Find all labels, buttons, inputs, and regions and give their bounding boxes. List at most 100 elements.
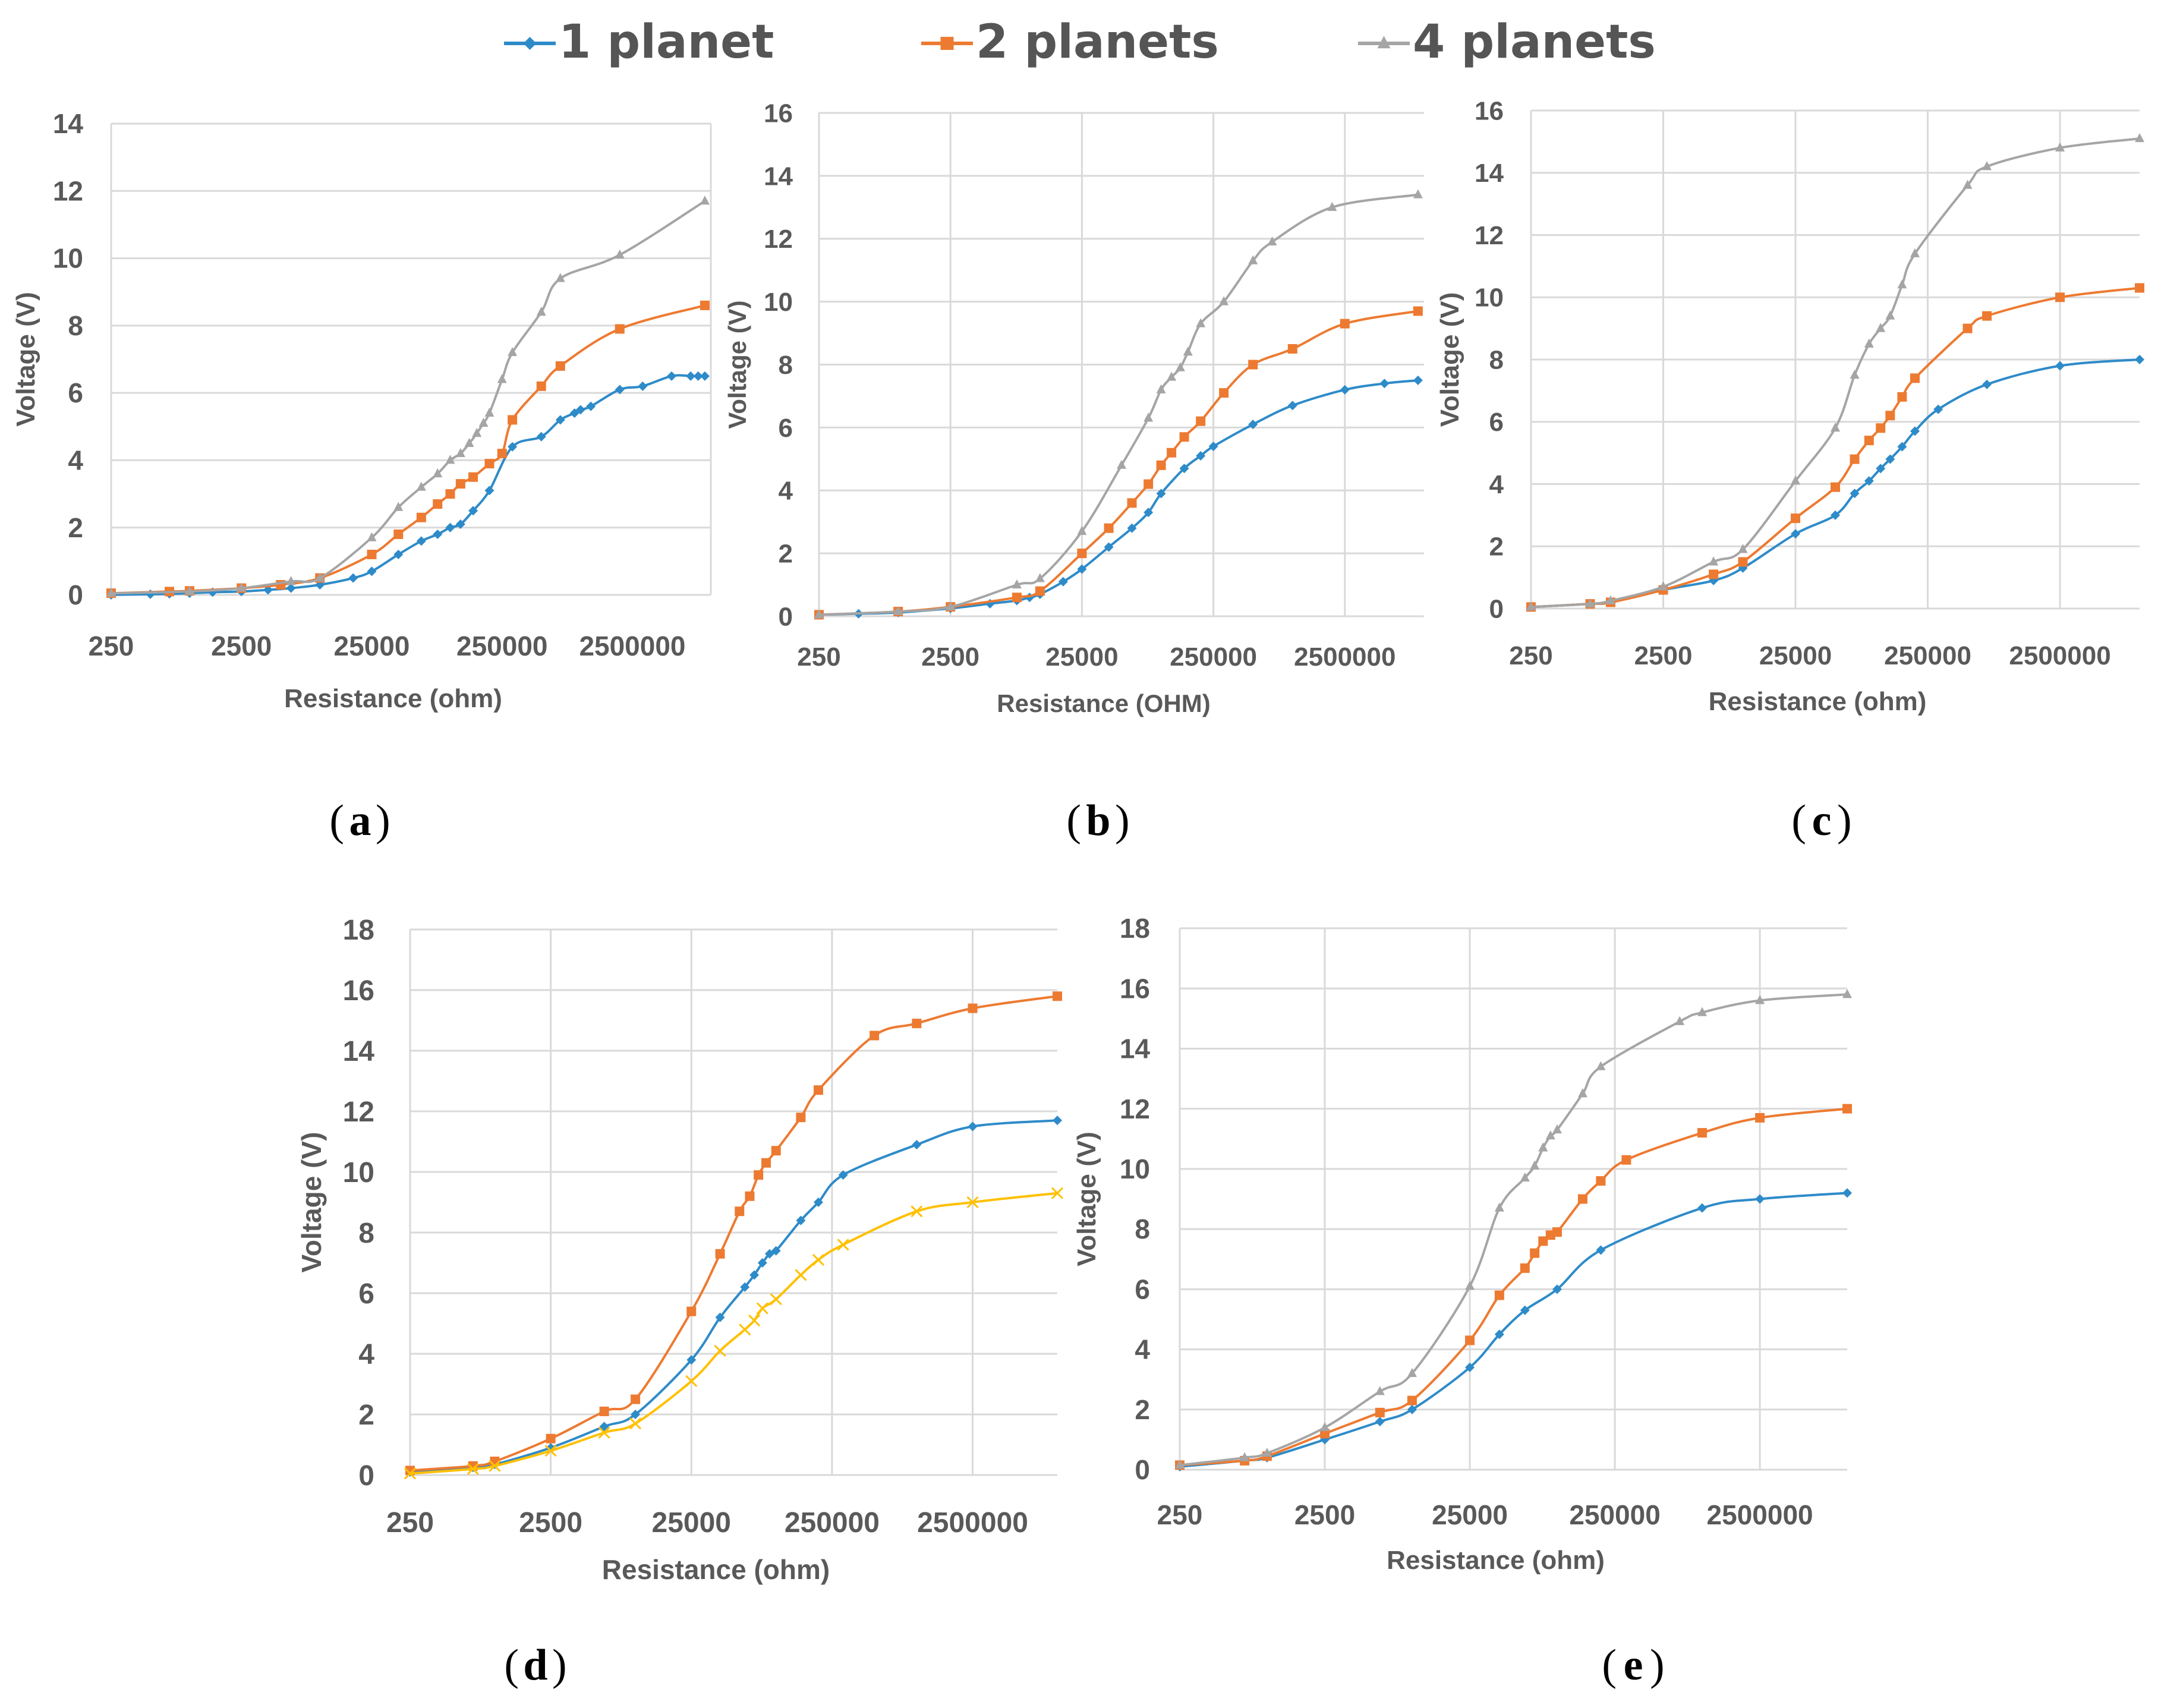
x-axis-title: Resistance (OHM) bbox=[997, 689, 1210, 717]
y-axis-title: Voltage (V) bbox=[1435, 292, 1464, 427]
data-point bbox=[367, 566, 377, 576]
data-point bbox=[1465, 1335, 1475, 1345]
x-tick-label: 2500 bbox=[519, 1507, 582, 1539]
x-tick-label: 25000 bbox=[1045, 642, 1118, 672]
data-point bbox=[1104, 523, 1114, 533]
y-tick-label: 16 bbox=[764, 99, 793, 128]
data-point bbox=[1850, 454, 1860, 464]
data-point bbox=[1831, 482, 1840, 492]
data-point bbox=[771, 1146, 781, 1156]
data-point bbox=[1545, 1130, 1555, 1140]
data-point bbox=[416, 536, 426, 546]
data-point bbox=[1897, 442, 1907, 452]
caption-d-close: ) bbox=[552, 1641, 567, 1690]
data-point bbox=[1494, 1290, 1504, 1300]
data-point bbox=[735, 1206, 745, 1217]
data-point bbox=[715, 1249, 725, 1259]
data-point bbox=[2055, 142, 2065, 152]
y-tick-label: 10 bbox=[1120, 1154, 1150, 1184]
y-tick-label: 12 bbox=[764, 225, 793, 254]
data-point bbox=[1320, 1422, 1330, 1432]
data-point bbox=[1175, 1460, 1185, 1469]
chart-panel-c: 0 2 4 6 8 10 12 14 16 250 2500 25000 250000 2500000 Re… bbox=[1435, 96, 2144, 716]
data-point bbox=[1850, 489, 1860, 499]
data-point bbox=[599, 1406, 609, 1416]
y-tick-label: 14 bbox=[1475, 159, 1504, 188]
data-point bbox=[1183, 346, 1193, 356]
data-point bbox=[1219, 296, 1229, 305]
data-point bbox=[1240, 1452, 1250, 1461]
data-point bbox=[796, 1215, 806, 1225]
data-point bbox=[1375, 1407, 1385, 1417]
caption-b-close: ) bbox=[1115, 796, 1130, 845]
data-point bbox=[1196, 416, 1206, 426]
data-point bbox=[478, 417, 489, 427]
data-point bbox=[455, 479, 465, 489]
caption-a-close: ) bbox=[376, 796, 390, 845]
data-point bbox=[1585, 598, 1595, 608]
data-point bbox=[1982, 161, 1992, 171]
x-axis-title: Resistance (ohm) bbox=[602, 1554, 830, 1585]
y-tick-label: 14 bbox=[53, 108, 84, 139]
data-point bbox=[1248, 360, 1258, 370]
data-point bbox=[536, 431, 546, 442]
data-point bbox=[968, 1121, 978, 1132]
data-point bbox=[739, 1323, 751, 1336]
data-point bbox=[748, 1314, 761, 1326]
legend-item-2-planets: 2 planets bbox=[921, 15, 1219, 69]
data-point bbox=[1179, 464, 1189, 474]
data-point bbox=[315, 572, 325, 582]
y-tick-label: 8 bbox=[1135, 1214, 1150, 1244]
y-tick-label: 12 bbox=[343, 1096, 374, 1128]
data-point bbox=[1526, 601, 1536, 611]
data-point bbox=[1077, 525, 1087, 535]
data-point bbox=[2055, 292, 2065, 302]
y-tick-label: 10 bbox=[1475, 283, 1504, 313]
caption-c-open: ( bbox=[1791, 796, 1806, 845]
data-point bbox=[700, 196, 710, 205]
data-point bbox=[1520, 1263, 1530, 1273]
data-point bbox=[1596, 1061, 1606, 1070]
data-point bbox=[575, 405, 585, 415]
data-point bbox=[1175, 362, 1185, 371]
data-point bbox=[812, 1253, 825, 1266]
caption-b: ( b ) bbox=[1066, 796, 1129, 845]
data-point bbox=[1831, 510, 1840, 520]
data-point bbox=[484, 459, 494, 469]
data-point bbox=[1407, 1404, 1417, 1414]
data-point bbox=[555, 361, 565, 371]
y-axis-title: Voltage (V) bbox=[11, 292, 40, 427]
data-point bbox=[1077, 564, 1087, 574]
data-point bbox=[714, 1344, 726, 1357]
data-point bbox=[1287, 344, 1297, 354]
data-point bbox=[912, 1019, 922, 1029]
x-axis-title: Resistance (ohm) bbox=[1709, 687, 1927, 716]
data-point bbox=[404, 1467, 417, 1480]
x-tick-label: 2500000 bbox=[1707, 1499, 1813, 1530]
x-tick-label: 25000 bbox=[1759, 641, 1832, 670]
data-point bbox=[745, 1191, 755, 1201]
x-tick-label: 2500 bbox=[1294, 1499, 1355, 1530]
data-point bbox=[740, 1282, 750, 1292]
data-point bbox=[1791, 529, 1801, 539]
series-4-planets bbox=[106, 196, 710, 597]
data-point bbox=[761, 1158, 771, 1168]
data-point bbox=[1577, 1194, 1587, 1204]
data-point bbox=[1143, 479, 1154, 489]
x-tick-label: 250 bbox=[797, 642, 840, 672]
y-tick-label: 16 bbox=[343, 975, 374, 1007]
data-point bbox=[1520, 1305, 1530, 1315]
data-point bbox=[757, 1258, 767, 1268]
legend: 1 planet 2 planets 4 planets bbox=[504, 15, 1656, 69]
data-point bbox=[599, 1422, 609, 1432]
x-tick-label: 2500 bbox=[211, 631, 272, 661]
data-point bbox=[1864, 436, 1874, 446]
x-tick-label: 2500000 bbox=[579, 631, 685, 661]
data-point bbox=[598, 1426, 610, 1439]
data-point bbox=[629, 1417, 642, 1430]
data-point bbox=[468, 472, 478, 482]
data-point bbox=[796, 1113, 806, 1123]
y-tick-label: 0 bbox=[779, 602, 793, 631]
data-point bbox=[1530, 1248, 1540, 1258]
y-tick-label: 6 bbox=[68, 377, 83, 408]
